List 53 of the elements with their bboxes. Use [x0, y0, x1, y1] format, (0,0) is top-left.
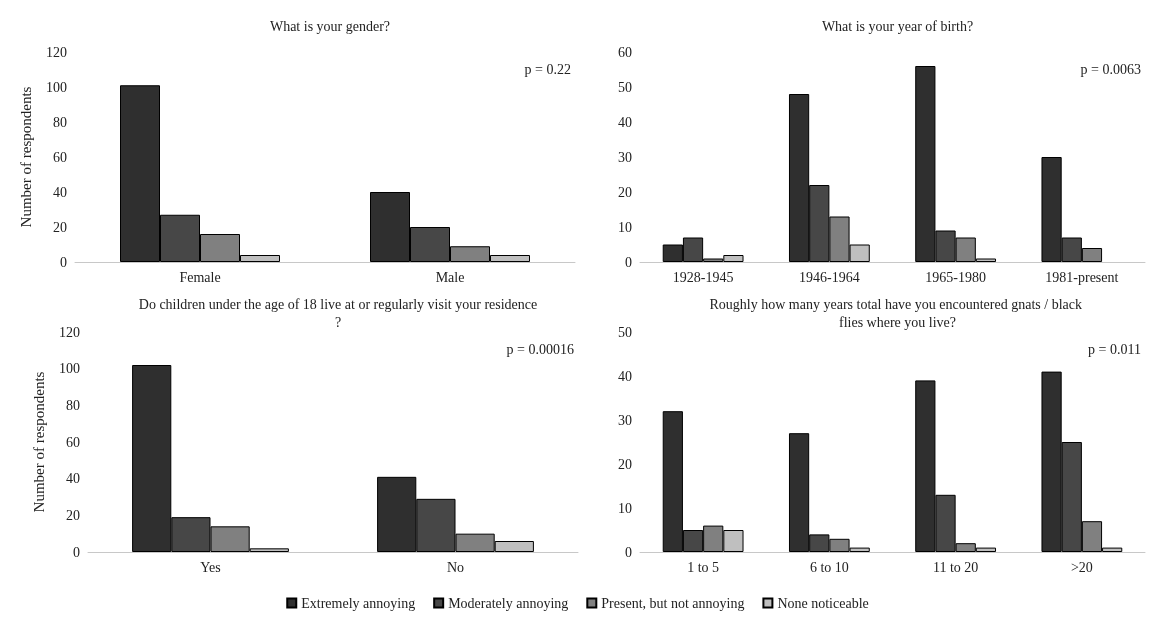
chart-title: Do children under the age of 18 live at or regularly visit your residence? [138, 296, 538, 330]
legend-label: Extremely annoying [301, 595, 416, 611]
y-tick-label: 10 [618, 500, 632, 516]
legend-label: Present, but not annoying [601, 595, 745, 611]
x-tick-label: Female [179, 269, 221, 285]
y-tick-label: 10 [618, 219, 632, 235]
x-tick-label: 11 to 20 [932, 559, 979, 575]
y-tick-label: 40 [66, 471, 80, 487]
y-tick-label: 0 [625, 544, 632, 560]
y-tick-label: 60 [618, 44, 632, 60]
y-tick-label: 40 [53, 184, 67, 200]
y-tick-label: 20 [618, 184, 632, 200]
y-tick-label: 60 [66, 434, 80, 450]
y-tick-label: 80 [66, 397, 80, 413]
y-tick-label: 40 [618, 114, 632, 130]
y-tick-label: 30 [618, 149, 632, 165]
y-axis-title: Number of respondents [30, 371, 47, 513]
x-tick-label: Male [435, 269, 465, 285]
x-tick-label: Yes [200, 559, 221, 575]
y-axis-title: Number of respondents [17, 86, 34, 228]
y-tick-label: 0 [73, 544, 80, 560]
y-tick-label: 20 [618, 456, 632, 472]
legend-label: None noticeable [777, 595, 869, 611]
chart-title: Roughly how many years total have you encountered gnats / black flies where you live? [709, 296, 1086, 330]
y-tick-label: 50 [618, 79, 632, 95]
y-tick-label: 120 [59, 324, 80, 340]
x-tick-label: 1965-1980 [925, 269, 986, 285]
x-tick-label: 1946-1964 [799, 269, 860, 285]
y-tick-label: 20 [53, 219, 67, 235]
y-tick-label: 40 [618, 368, 632, 384]
y-tick-label: 0 [60, 254, 67, 270]
x-tick-label: >20 [1070, 559, 1093, 575]
x-tick-label: 6 to 10 [809, 559, 849, 575]
chart-title: What is your gender? [269, 18, 391, 34]
y-tick-label: 100 [46, 79, 67, 95]
chart-title: What is your year of birth? [821, 18, 974, 34]
x-tick-label: 1 to 5 [687, 559, 720, 575]
x-tick-label: 1981-present [1045, 269, 1119, 285]
y-tick-label: 120 [46, 44, 67, 60]
y-tick-label: 20 [66, 507, 80, 523]
y-tick-label: 80 [53, 114, 67, 130]
annotation: p = 0.22 [524, 61, 572, 77]
y-tick-label: 0 [625, 254, 632, 270]
x-tick-label: No [446, 559, 465, 575]
x-tick-label: 1928-1945 [672, 269, 734, 285]
annotation: p = 0.0063 [1080, 61, 1142, 77]
y-tick-label: 60 [53, 149, 67, 165]
y-tick-label: 100 [59, 361, 80, 377]
y-tick-label: 50 [618, 324, 632, 340]
annotation: p = 0.011 [1088, 341, 1142, 357]
annotation: p = 0.00016 [506, 341, 575, 357]
legend-label: Moderately annoying [448, 595, 569, 611]
y-tick-label: 30 [618, 412, 632, 428]
